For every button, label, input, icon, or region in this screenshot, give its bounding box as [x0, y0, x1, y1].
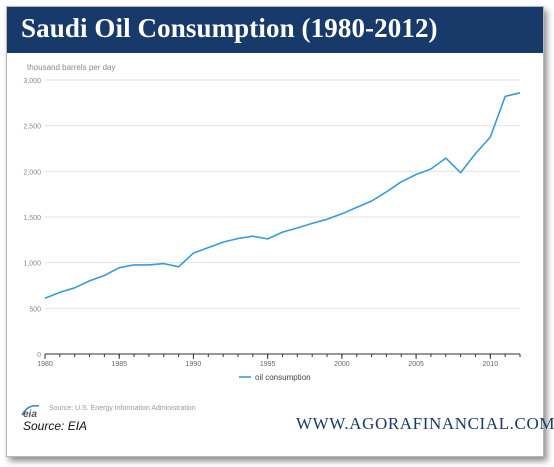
y-axis-label: thousand barrels per day [27, 63, 116, 72]
series-line-oil-consumption [44, 92, 521, 300]
data-point [400, 181, 402, 183]
data-point [133, 264, 135, 266]
title-bar: Saudi Oil Consumption (1980-2012) [7, 7, 543, 53]
data-point [385, 191, 387, 193]
x-tick-label: 2010 [483, 361, 499, 368]
data-point [88, 280, 90, 282]
data-point [504, 95, 506, 97]
data-point [148, 264, 150, 266]
data-point [103, 274, 105, 276]
data-point [519, 92, 521, 94]
y-tick-label: 500 [29, 306, 41, 313]
source-label: Source: EIA [23, 419, 88, 433]
data-point [44, 297, 46, 299]
y-tick-label: 2,000 [23, 169, 41, 176]
data-point [222, 241, 224, 243]
data-point [311, 222, 313, 224]
data-point [192, 252, 194, 254]
data-point [266, 238, 268, 240]
data-point [459, 172, 461, 174]
axes: thousand barrels per day 0 500 1,000 1,500 2,… [23, 63, 521, 368]
data-point [430, 168, 432, 170]
x-tick-label: 2005 [408, 361, 424, 368]
data-point [118, 266, 120, 268]
y-tick-label: 3,000 [23, 78, 41, 85]
eia-logo-icon: eia [21, 404, 40, 419]
data-point [370, 200, 372, 202]
x-tick-label: 1985 [111, 361, 127, 368]
x-tick-label: 2000 [334, 361, 350, 368]
y-tick-label: 2,500 [23, 124, 41, 131]
y-tick-label: 1,000 [23, 261, 41, 268]
x-tick-label: 1980 [37, 361, 53, 368]
data-point [474, 152, 476, 154]
data-point [163, 262, 165, 264]
y-tick-label: 0 [37, 352, 41, 359]
data-point [415, 173, 417, 175]
series-layer [44, 92, 521, 300]
source-note: Source: U.S. Energy Information Administ… [49, 405, 196, 412]
y-tick-label: 1,500 [23, 215, 41, 222]
data-point [177, 266, 179, 268]
chart-card: Saudi Oil Consumption (1980-2012) thousa… [6, 6, 554, 457]
data-point [281, 231, 283, 233]
data-point [73, 287, 75, 289]
chart-title: Saudi Oil Consumption (1980-2012) [21, 13, 438, 43]
legend-label[interactable]: oil consumption [255, 373, 311, 382]
grid-lines [45, 79, 520, 309]
data-point [341, 213, 343, 215]
data-point [237, 237, 239, 239]
line-chart: thousand barrels per day 0 500 1,000 1,500 2,… [23, 63, 521, 382]
website-url: WWW.AGORAFINANCIAL.COM [296, 414, 554, 433]
x-tick-label: 1990 [186, 361, 202, 368]
x-tick-label: 1995 [260, 361, 276, 368]
legend[interactable]: oil consumption [239, 373, 311, 382]
data-point [59, 291, 61, 293]
eia-logo-text: eia [23, 409, 37, 419]
data-point [356, 206, 358, 208]
data-point [296, 227, 298, 229]
data-point [207, 246, 209, 248]
data-point [252, 235, 254, 237]
data-point [489, 136, 491, 138]
data-point [445, 157, 447, 159]
data-point [326, 218, 328, 220]
